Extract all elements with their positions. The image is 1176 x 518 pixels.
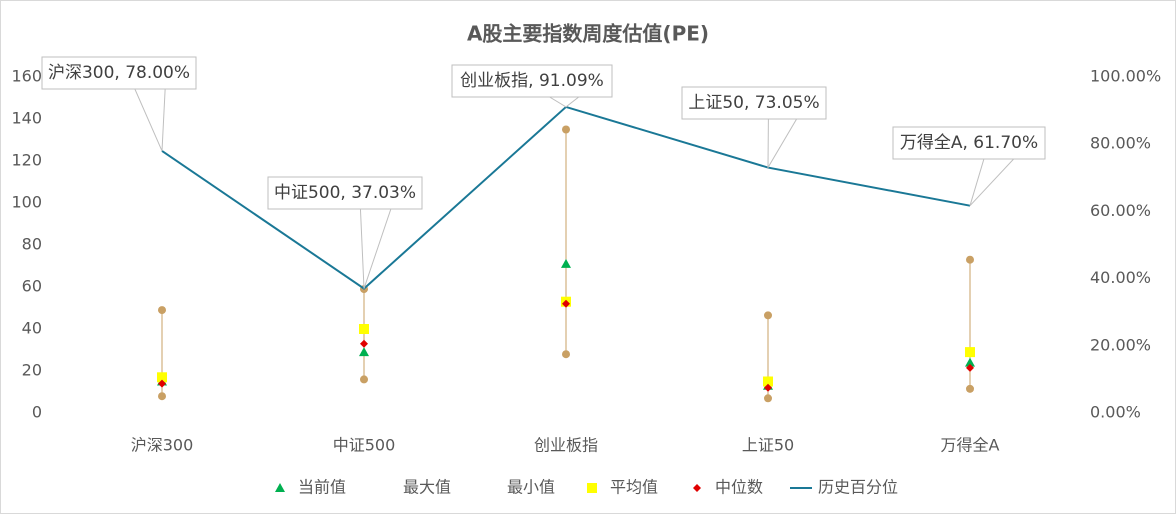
marker-circle <box>562 350 570 359</box>
data-label: 创业板指, 91.09% <box>460 71 604 91</box>
callout-box <box>267 176 423 210</box>
marker-circle <box>158 306 166 315</box>
marker-square <box>587 483 597 493</box>
marker-square <box>359 324 369 334</box>
marker-square <box>965 347 975 358</box>
y2-tick-label: 0.00% <box>1090 403 1141 422</box>
marker-triangle <box>561 258 571 268</box>
callout-box <box>892 126 1046 160</box>
y-tick-label: 80 <box>22 235 42 254</box>
y2-tick-label: 80.00% <box>1090 134 1151 153</box>
marker-circle <box>360 375 368 384</box>
marker-diamond <box>764 383 772 392</box>
legend-label: 中位数 <box>715 478 763 497</box>
x-tick-label: 万得全A <box>941 436 1000 455</box>
marker-circle <box>966 384 974 393</box>
callout-box <box>41 56 197 90</box>
y-tick-label: 40 <box>22 319 42 338</box>
legend-label: 平均值 <box>610 478 658 497</box>
marker-square <box>763 376 773 387</box>
y-tick-label: 100 <box>11 193 42 212</box>
y-tick-label: 140 <box>11 109 42 128</box>
marker-triangle <box>965 357 975 367</box>
callout-box <box>681 86 827 120</box>
legend-label: 最小值 <box>507 478 555 497</box>
marker-diamond <box>966 363 974 372</box>
x-tick-label: 上证50 <box>742 436 794 455</box>
y2-tick-label: 60.00% <box>1090 201 1151 220</box>
marker-circle <box>764 394 772 403</box>
marker-circle <box>966 255 974 264</box>
x-tick-label: 创业板指 <box>534 436 598 455</box>
y-tick-label: 0 <box>32 403 42 422</box>
marker-circle <box>562 125 570 134</box>
marker-triangle <box>275 483 285 492</box>
y2-tick-label: 20.00% <box>1090 335 1151 354</box>
marker-diamond <box>562 299 570 308</box>
y-tick-label: 160 <box>11 67 42 86</box>
marker-circle <box>764 311 772 320</box>
data-label: 上证50, 73.05% <box>688 93 819 113</box>
y-tick-label: 20 <box>22 361 42 380</box>
marker-circle <box>158 392 166 401</box>
y-tick-label: 120 <box>11 151 42 170</box>
y-tick-label: 60 <box>22 277 42 296</box>
marker-diamond <box>360 339 368 348</box>
legend-label: 当前值 <box>298 478 346 497</box>
y2-tick-label: 40.00% <box>1090 268 1151 287</box>
callout-box <box>451 64 613 98</box>
marker-triangle <box>359 347 369 357</box>
data-label: 中证500, 37.03% <box>274 183 416 203</box>
x-tick-label: 沪深300 <box>131 436 194 455</box>
legend-label: 历史百分位 <box>818 478 898 497</box>
data-label: 万得全A, 61.70% <box>900 133 1038 153</box>
x-tick-label: 中证500 <box>333 436 396 455</box>
marker-diamond <box>158 379 166 388</box>
marker-square <box>157 372 167 383</box>
data-label: 沪深300, 78.00% <box>48 63 190 83</box>
legend-label: 最大值 <box>403 478 451 497</box>
marker-diamond <box>693 484 701 492</box>
y2-tick-label: 100.00% <box>1090 67 1161 86</box>
chart-title: A股主要指数周度估值(PE) <box>467 22 709 46</box>
